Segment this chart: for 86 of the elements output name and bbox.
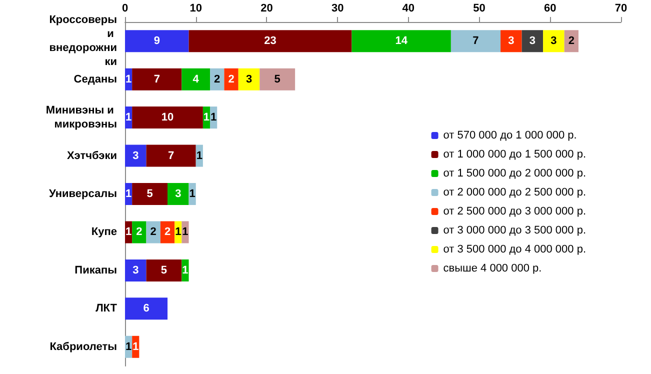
legend-label: от 2 000 000 до 2 500 000 р. <box>443 186 586 198</box>
data-label: 2 <box>228 73 234 86</box>
data-label: 23 <box>264 35 276 48</box>
data-label: 2 <box>568 35 574 48</box>
legend-label: от 2 500 000 до 3 000 000 р. <box>443 206 586 218</box>
legend-label: от 570 000 до 1 000 000 р. <box>443 130 577 142</box>
data-label: 6 <box>143 302 150 315</box>
bar <box>188 30 352 52</box>
x-tick-label: 30 <box>331 2 344 14</box>
bar <box>132 106 203 129</box>
bar <box>352 30 451 52</box>
data-label: 5 <box>160 264 168 276</box>
data-label: 5 <box>146 188 153 200</box>
x-tick-label: 20 <box>260 2 273 14</box>
y-tick-label: Хэтчбэки <box>66 150 117 162</box>
y-tick-label: ЛКТ <box>96 302 118 315</box>
x-tick-label: 70 <box>614 2 628 14</box>
data-label: 2 <box>164 226 171 238</box>
x-tick-label: 50 <box>473 2 486 14</box>
bar <box>168 183 189 205</box>
data-label: 1 <box>132 340 139 353</box>
x-tick-label: 40 <box>402 2 415 14</box>
data-label: 1 <box>125 340 132 353</box>
y-tick-label: Кроссоверы и внедорожники <box>49 14 117 68</box>
legend-label: свыше 4 000 000 р. <box>443 262 542 274</box>
bar <box>260 68 296 90</box>
data-label: 1 <box>196 150 202 162</box>
data-label: 3 <box>246 73 252 86</box>
y-tick-label: Пикапы <box>74 264 117 276</box>
data-label: 3 <box>175 188 182 200</box>
data-label: 3 <box>132 150 139 162</box>
legend-label: от 3 000 000 до 3 500 000 р. <box>443 224 586 236</box>
data-label: 1 <box>210 112 217 124</box>
data-label: 7 <box>168 150 174 162</box>
data-label: 4 <box>192 73 200 86</box>
data-label: 3 <box>132 264 139 276</box>
y-tick-label: Универсалы <box>48 188 117 200</box>
data-label: 1 <box>182 264 188 276</box>
y-tick-label: Седаны <box>74 73 117 86</box>
bar <box>238 68 260 90</box>
data-label: 5 <box>274 73 280 86</box>
data-label: 7 <box>154 73 160 86</box>
data-label: 1 <box>125 112 132 124</box>
bar <box>132 183 168 205</box>
data-label: 10 <box>161 112 174 124</box>
data-label: 1 <box>182 226 188 238</box>
bar <box>224 68 238 90</box>
data-label: 1 <box>125 188 132 200</box>
legend-label: от 3 500 000 до 4 000 000 р. <box>443 244 586 256</box>
bar <box>522 30 544 52</box>
y-tick-label: Минивэны и микровэны <box>46 104 117 131</box>
bar <box>146 144 196 167</box>
y-tick-label: Кабриолеты <box>50 340 117 353</box>
data-label: 2 <box>150 226 156 238</box>
legend-label: от 1 000 000 до 1 500 000 р. <box>443 148 586 160</box>
data-label: 1 <box>125 226 132 238</box>
data-label: 9 <box>154 35 160 48</box>
bar <box>500 30 522 52</box>
data-label: 1 <box>125 73 132 86</box>
bar <box>182 259 189 282</box>
legend-label: от 1 500 000 до 2 000 000 р. <box>443 168 586 180</box>
bar <box>132 68 182 90</box>
x-tick-label: 60 <box>544 2 556 14</box>
bar <box>125 259 146 282</box>
data-label: 2 <box>214 73 220 86</box>
data-label: 3 <box>508 35 514 48</box>
bar <box>132 221 146 244</box>
data-label: 14 <box>395 35 408 48</box>
bar <box>543 30 564 52</box>
x-tick-label: 0 <box>122 2 128 14</box>
data-label: 1 <box>203 112 210 124</box>
data-label: 1 <box>175 226 182 238</box>
bar <box>450 30 501 52</box>
x-tick-label: 10 <box>190 2 202 14</box>
data-label: 2 <box>136 226 142 238</box>
data-label: 3 <box>529 35 536 48</box>
bar <box>125 298 168 320</box>
bar <box>125 144 146 167</box>
bar <box>182 68 210 90</box>
data-label: 7 <box>472 35 479 48</box>
y-tick-label: Купе <box>91 226 117 238</box>
bar <box>182 221 189 244</box>
data-label: 3 <box>550 35 557 48</box>
bar <box>125 30 189 52</box>
data-label: 1 <box>189 188 196 200</box>
bar <box>146 259 182 282</box>
